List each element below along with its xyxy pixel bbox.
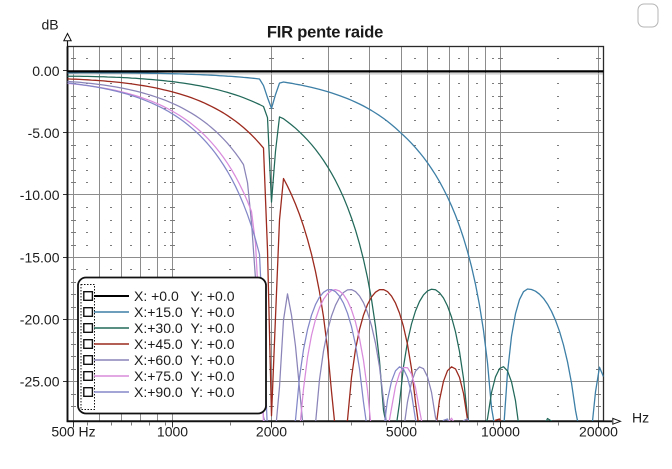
svg-text:-10.00: -10.00: [20, 187, 60, 203]
svg-text:0.00: 0.00: [32, 63, 59, 79]
svg-text:-5.00: -5.00: [28, 125, 60, 141]
svg-text:Y: +0.0: Y: +0.0: [191, 336, 235, 352]
svg-text:X:+45.0: X:+45.0: [134, 336, 183, 352]
svg-text:X:+75.0: X:+75.0: [134, 368, 183, 384]
svg-text:Y: +0.0: Y: +0.0: [191, 352, 235, 368]
svg-text:20000: 20000: [579, 424, 618, 440]
svg-text:dB: dB: [42, 17, 59, 33]
svg-text:500 Hz: 500 Hz: [51, 424, 95, 440]
svg-text:1000: 1000: [157, 424, 188, 440]
svg-text:Y: +0.0: Y: +0.0: [191, 304, 235, 320]
svg-text:X:+30.0: X:+30.0: [134, 320, 183, 336]
svg-text:Y: +0.0: Y: +0.0: [191, 288, 235, 304]
svg-text:X:+60.0: X:+60.0: [134, 352, 183, 368]
svg-text:10000: 10000: [481, 424, 520, 440]
svg-text:FIR pente raide: FIR pente raide: [267, 24, 383, 42]
svg-text:Y: +0.0: Y: +0.0: [191, 384, 235, 400]
svg-text:X: +0.0: X: +0.0: [134, 288, 179, 304]
svg-text:X:+90.0: X:+90.0: [134, 384, 183, 400]
svg-text:-20.00: -20.00: [20, 311, 60, 327]
svg-text:-15.00: -15.00: [20, 249, 60, 265]
svg-text:Hz: Hz: [632, 410, 649, 426]
svg-text:-25.00: -25.00: [20, 374, 60, 390]
svg-text:Y: +0.0: Y: +0.0: [191, 368, 235, 384]
svg-text:X:+15.0: X:+15.0: [134, 304, 183, 320]
svg-text:Y: +0.0: Y: +0.0: [191, 320, 235, 336]
svg-text:2000: 2000: [256, 424, 287, 440]
svg-text:5000: 5000: [386, 424, 417, 440]
